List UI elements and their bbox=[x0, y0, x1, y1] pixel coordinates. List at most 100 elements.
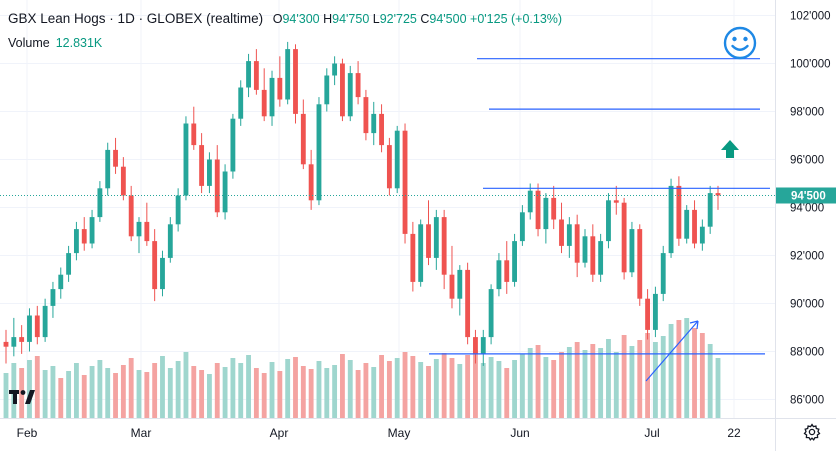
close-label: C bbox=[420, 12, 430, 26]
candle-body bbox=[551, 197, 557, 220]
candle-body bbox=[3, 341, 9, 347]
candle-body bbox=[684, 209, 690, 239]
volume-bar bbox=[629, 346, 635, 418]
volume-bar bbox=[73, 363, 79, 418]
candle-body bbox=[261, 89, 267, 117]
volume-bar bbox=[402, 352, 408, 418]
volume-label[interactable]: Volume bbox=[8, 36, 50, 50]
volume-bar bbox=[621, 335, 627, 418]
low-value: 92'725 bbox=[379, 12, 417, 26]
candle-body bbox=[19, 337, 25, 342]
candle-body bbox=[660, 253, 666, 294]
volume-bar bbox=[699, 333, 705, 418]
volume-bar bbox=[566, 347, 572, 418]
time-tick-label: Jun bbox=[510, 426, 529, 440]
volume-bar bbox=[715, 358, 721, 418]
candle-body bbox=[692, 209, 697, 244]
candle-body bbox=[488, 289, 494, 338]
volume-bar bbox=[113, 373, 118, 418]
candle-body bbox=[105, 149, 111, 189]
volume-bar bbox=[34, 356, 40, 418]
candle-body bbox=[355, 73, 361, 98]
candle-body bbox=[191, 123, 197, 146]
volume-bar bbox=[574, 342, 580, 418]
candle-body bbox=[253, 61, 259, 90]
candle-body bbox=[347, 73, 353, 117]
price-tick-label: 92'000 bbox=[790, 251, 824, 263]
volume-bar bbox=[527, 348, 533, 418]
candle-body bbox=[144, 221, 150, 242]
candle-body bbox=[676, 185, 682, 239]
candle-body bbox=[433, 217, 439, 258]
volume-bar bbox=[58, 378, 64, 418]
candle-body bbox=[332, 63, 338, 76]
candle-body bbox=[293, 49, 298, 114]
volume-bar bbox=[160, 356, 165, 418]
volume-bar bbox=[89, 366, 95, 418]
candle-body bbox=[426, 224, 431, 258]
candle-body bbox=[246, 61, 251, 88]
symbol-title[interactable]: GBX Lean Hogs · 1D · GLOBEX (realtime) bbox=[8, 11, 264, 26]
candle-body bbox=[113, 149, 118, 167]
volume-bar bbox=[519, 354, 525, 418]
volume-bar bbox=[590, 344, 596, 418]
volume-bar bbox=[582, 350, 588, 418]
candle-body bbox=[418, 224, 424, 282]
volume-bar bbox=[261, 373, 267, 418]
time-tick-label: Apr bbox=[270, 426, 289, 440]
candle-body bbox=[621, 202, 627, 273]
price-tick-label: 98'000 bbox=[790, 107, 824, 119]
candle-body bbox=[34, 315, 40, 338]
candle-body bbox=[707, 193, 713, 227]
price-tick-label: 94'000 bbox=[790, 203, 824, 215]
volume-bar bbox=[152, 363, 158, 418]
tradingview-logo-icon[interactable] bbox=[8, 386, 38, 410]
volume-bar bbox=[449, 358, 455, 418]
smiley-face-icon[interactable] bbox=[722, 25, 758, 61]
candle-body bbox=[73, 229, 79, 254]
volume-bar bbox=[238, 363, 244, 418]
candle-body bbox=[42, 305, 48, 338]
volume-bar bbox=[363, 363, 369, 418]
volume-bar bbox=[183, 352, 189, 418]
candle-body bbox=[512, 241, 517, 282]
low-label: L bbox=[372, 12, 380, 26]
volume-bar bbox=[426, 366, 431, 418]
candle-body bbox=[50, 289, 56, 306]
volume-bar bbox=[308, 369, 314, 418]
chart-legend: GBX Lean Hogs · 1D · GLOBEX (realtime) O… bbox=[8, 11, 562, 26]
candlesticks bbox=[3, 41, 721, 366]
candle-body bbox=[402, 130, 408, 234]
candle-body bbox=[363, 97, 369, 134]
candle-body bbox=[715, 193, 721, 196]
candle-body bbox=[566, 224, 572, 246]
volume-bar bbox=[191, 366, 197, 418]
price-tick-label: 88'000 bbox=[790, 347, 824, 359]
volume-bar bbox=[97, 360, 103, 418]
volume-bar bbox=[559, 352, 564, 418]
candle-body bbox=[504, 260, 510, 282]
candle-body bbox=[394, 130, 400, 189]
volume-bar bbox=[441, 353, 447, 418]
trend-arrow bbox=[645, 320, 699, 382]
volume-bar bbox=[637, 340, 643, 418]
candle-body bbox=[386, 145, 392, 189]
open-value: 94'300 bbox=[282, 12, 320, 26]
candle-body bbox=[160, 257, 165, 290]
arrow-up-icon bbox=[721, 140, 739, 158]
candle-body bbox=[81, 229, 87, 244]
volume-bar bbox=[606, 339, 611, 418]
price-tick-label: 102'000 bbox=[790, 11, 831, 23]
candle-body bbox=[11, 337, 17, 347]
volume-bar bbox=[660, 336, 666, 418]
price-axis: 102'000 100'000 98'000 96'000 94'000 92'000 90… bbox=[790, 11, 831, 407]
volume-bar bbox=[418, 362, 424, 418]
last-price-badge bbox=[776, 187, 836, 204]
time-tick-label: Jul bbox=[644, 426, 659, 440]
volume-bar bbox=[598, 348, 604, 418]
gear-icon[interactable] bbox=[803, 423, 821, 441]
volume-bar bbox=[136, 370, 142, 418]
candle-body bbox=[136, 221, 142, 237]
